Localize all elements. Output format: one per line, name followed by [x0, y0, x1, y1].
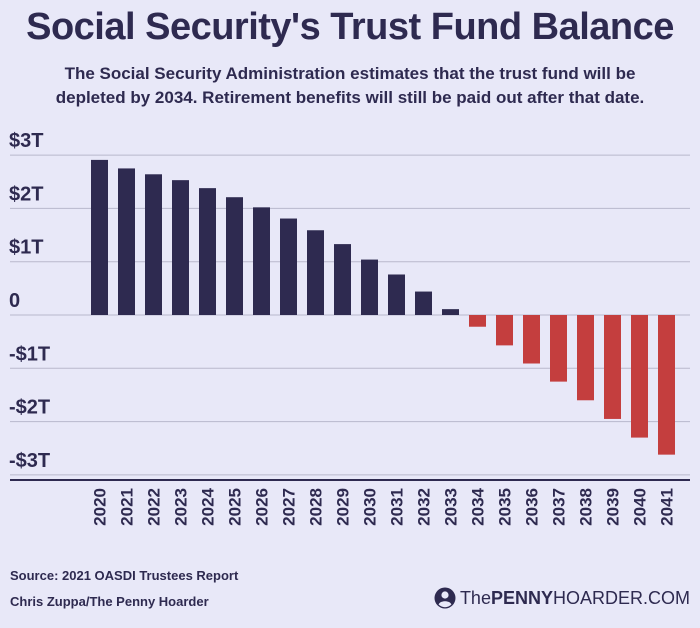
bar-2041: [658, 315, 675, 455]
bar-2020: [91, 159, 108, 315]
x-tick-label: 2026: [253, 488, 272, 526]
x-axis-tick-labels: 2020 2021 2022 2023 2024 2025 2026 2027 2028 2029…: [91, 487, 677, 525]
x-tick-label: 2037: [550, 488, 569, 526]
x-tick-label: 2039: [604, 488, 623, 526]
x-tick-label: 2024: [199, 487, 218, 525]
x-tick-label: 2031: [388, 488, 407, 526]
bar-2027: [280, 218, 297, 315]
x-tick-label: 2034: [469, 487, 488, 525]
x-tick-label: 2036: [523, 488, 542, 526]
subtitle-line-1: The Social Security Administration estim…: [64, 64, 636, 83]
bar-2038: [577, 315, 594, 401]
bar-2033: [442, 309, 459, 315]
bar-2028: [307, 230, 324, 315]
bar-2030: [361, 259, 378, 315]
bar-2023: [172, 180, 189, 315]
x-tick-label: 2020: [91, 488, 110, 526]
bar-2036: [523, 315, 540, 364]
bar-2026: [253, 207, 270, 315]
y-tick-label: $2T: [9, 183, 43, 205]
brand-text-penny: PENNY: [490, 587, 553, 608]
y-tick-label: -$1T: [9, 343, 50, 365]
bar-2035: [496, 315, 513, 346]
x-tick-label: 2027: [280, 488, 299, 526]
bar-2024: [199, 188, 216, 315]
bar-2040: [631, 315, 648, 438]
y-tick-label: -$2T: [9, 397, 50, 419]
chart-subtitle: The Social Security Administration estim…: [10, 62, 690, 110]
x-tick-label: 2035: [496, 488, 515, 526]
bar-2037: [550, 315, 567, 382]
x-tick-label: 2032: [415, 488, 434, 526]
y-tick-label: $1T: [9, 237, 43, 259]
x-tick-label: 2025: [226, 488, 245, 526]
y-tick-label: 0: [9, 290, 20, 312]
y-tick-label: -$3T: [9, 450, 50, 472]
x-tick-label: 2022: [145, 488, 164, 526]
y-axis-tick-labels: $3T $2T $1T 0 -$1T -$2T -$3T: [9, 130, 50, 472]
bar-2031: [388, 274, 405, 315]
y-tick-label: $3T: [9, 130, 43, 152]
bar-2034: [469, 315, 486, 327]
source-note: Source: 2021 OASDI Trustees Report: [10, 568, 239, 583]
x-tick-label: 2038: [577, 488, 596, 526]
bar-2039: [604, 315, 621, 419]
x-tick-label: 2033: [442, 488, 461, 526]
x-tick-label: 2028: [307, 488, 326, 526]
x-tick-label: 2030: [361, 488, 380, 526]
bar-2025: [226, 197, 243, 315]
brand-text-the: The: [459, 587, 491, 608]
credit-note: Chris Zuppa/The Penny Hoarder: [10, 594, 209, 609]
x-tick-label: 2041: [658, 488, 677, 526]
brand-text-hoarder: HOARDER.COM: [552, 587, 690, 608]
x-tick-label: 2029: [334, 488, 353, 526]
bars: [91, 159, 675, 455]
subtitle-line-2: depleted by 2034. Retirement benefits wi…: [55, 88, 645, 107]
brand-logo: The PENNY HOARDER.COM: [434, 587, 690, 609]
bar-2021: [118, 168, 135, 315]
person-pin-icon: [434, 587, 456, 609]
x-tick-label: 2021: [118, 488, 137, 526]
x-tick-label: 2040: [631, 488, 650, 526]
x-tick-label: 2023: [172, 488, 191, 526]
chart-title: Social Security's Trust Fund Balance: [26, 6, 674, 48]
bar-2022: [145, 174, 162, 315]
bar-2029: [334, 244, 351, 315]
bar-2032: [415, 291, 432, 315]
